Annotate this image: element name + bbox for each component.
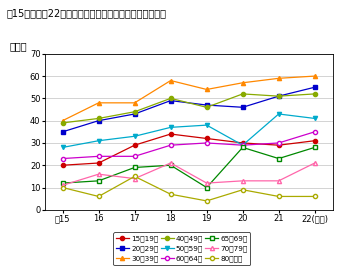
60～64歳	[61, 157, 65, 160]
30～39歳	[241, 81, 245, 84]
20～29歳	[133, 112, 137, 116]
60～64歳	[241, 144, 245, 147]
50～59歳	[277, 112, 281, 116]
20～29歳	[241, 106, 245, 109]
Line: 15～19歳: 15～19歳	[60, 132, 317, 167]
20～29歳	[169, 99, 173, 102]
40～49歳	[97, 117, 101, 120]
Text: （％）: （％）	[10, 41, 28, 51]
60～64歳	[204, 141, 209, 144]
80歳以上	[277, 195, 281, 198]
60～64歳	[277, 141, 281, 144]
60～64歳	[133, 155, 137, 158]
Line: 70～79歳: 70～79歳	[60, 161, 317, 187]
70～79歳	[277, 179, 281, 182]
70～79歳	[169, 161, 173, 165]
30～39歳	[169, 79, 173, 82]
65～69歳	[97, 179, 101, 182]
50～59歳	[169, 126, 173, 129]
70～79歳	[97, 172, 101, 176]
30～39歳	[61, 119, 65, 122]
15～19歳	[241, 141, 245, 144]
40～49歳	[313, 92, 317, 95]
70～79歳	[204, 182, 209, 185]
30～39歳	[313, 75, 317, 78]
Line: 60～64歳: 60～64歳	[60, 130, 317, 161]
60～64歳	[313, 130, 317, 133]
15～19歳	[97, 161, 101, 165]
Line: 30～39歳: 30～39歳	[60, 74, 317, 123]
15～19歳	[204, 137, 209, 140]
15～19歳	[133, 144, 137, 147]
40～49歳	[277, 94, 281, 98]
20～29歳	[204, 104, 209, 107]
70～79歳	[133, 177, 137, 180]
40～49歳	[61, 121, 65, 125]
80歳以上	[241, 188, 245, 191]
40～49歳	[204, 106, 209, 109]
15～19歳	[313, 139, 317, 142]
65～69歳	[169, 164, 173, 167]
30～39歳	[133, 101, 137, 104]
Line: 65～69歳: 65～69歳	[60, 145, 317, 190]
50～59歳	[61, 146, 65, 149]
70～79歳	[61, 184, 65, 187]
80歳以上	[61, 186, 65, 189]
65～69歳	[133, 166, 137, 169]
20～29歳	[61, 130, 65, 133]
50～59歳	[313, 117, 317, 120]
60～64歳	[169, 144, 173, 147]
70～79歳	[241, 179, 245, 182]
50～59歳	[204, 123, 209, 127]
Text: 平15年から平22年では、２０代の利用状況が大幅に拡大: 平15年から平22年では、２０代の利用状況が大幅に拡大	[7, 8, 167, 18]
20～29歳	[97, 119, 101, 122]
15～19歳	[61, 164, 65, 167]
Legend: 15～19歳, 20～29歳, 30～39歳, 40～49歳, 50～59歳, 60～64歳, 65～69歳, 70～79歳, 80歳以上: 15～19歳, 20～29歳, 30～39歳, 40～49歳, 50～59歳, …	[113, 232, 250, 266]
30～39歳	[277, 77, 281, 80]
50～59歳	[97, 139, 101, 142]
65～69歳	[313, 146, 317, 149]
15～19歳	[277, 144, 281, 147]
20～29歳	[277, 94, 281, 98]
15～19歳	[169, 132, 173, 136]
Line: 20～29歳: 20～29歳	[60, 85, 317, 134]
30～39歳	[204, 88, 209, 91]
80歳以上	[313, 195, 317, 198]
65～69歳	[61, 182, 65, 185]
50～59歳	[133, 135, 137, 138]
Line: 50～59歳: 50～59歳	[60, 112, 317, 150]
30～39歳	[97, 101, 101, 104]
80歳以上	[133, 175, 137, 178]
40～49歳	[241, 92, 245, 95]
80歳以上	[97, 195, 101, 198]
65～69歳	[204, 186, 209, 189]
80歳以上	[169, 193, 173, 196]
Line: 80歳以上: 80歳以上	[60, 174, 317, 203]
40～49歳	[169, 97, 173, 100]
50～59歳	[241, 144, 245, 147]
65～69歳	[241, 146, 245, 149]
65～69歳	[277, 157, 281, 160]
40～49歳	[133, 110, 137, 113]
Line: 40～49歳: 40～49歳	[60, 92, 317, 125]
60～64歳	[97, 155, 101, 158]
80歳以上	[204, 199, 209, 203]
20～29歳	[313, 86, 317, 89]
70～79歳	[313, 161, 317, 165]
